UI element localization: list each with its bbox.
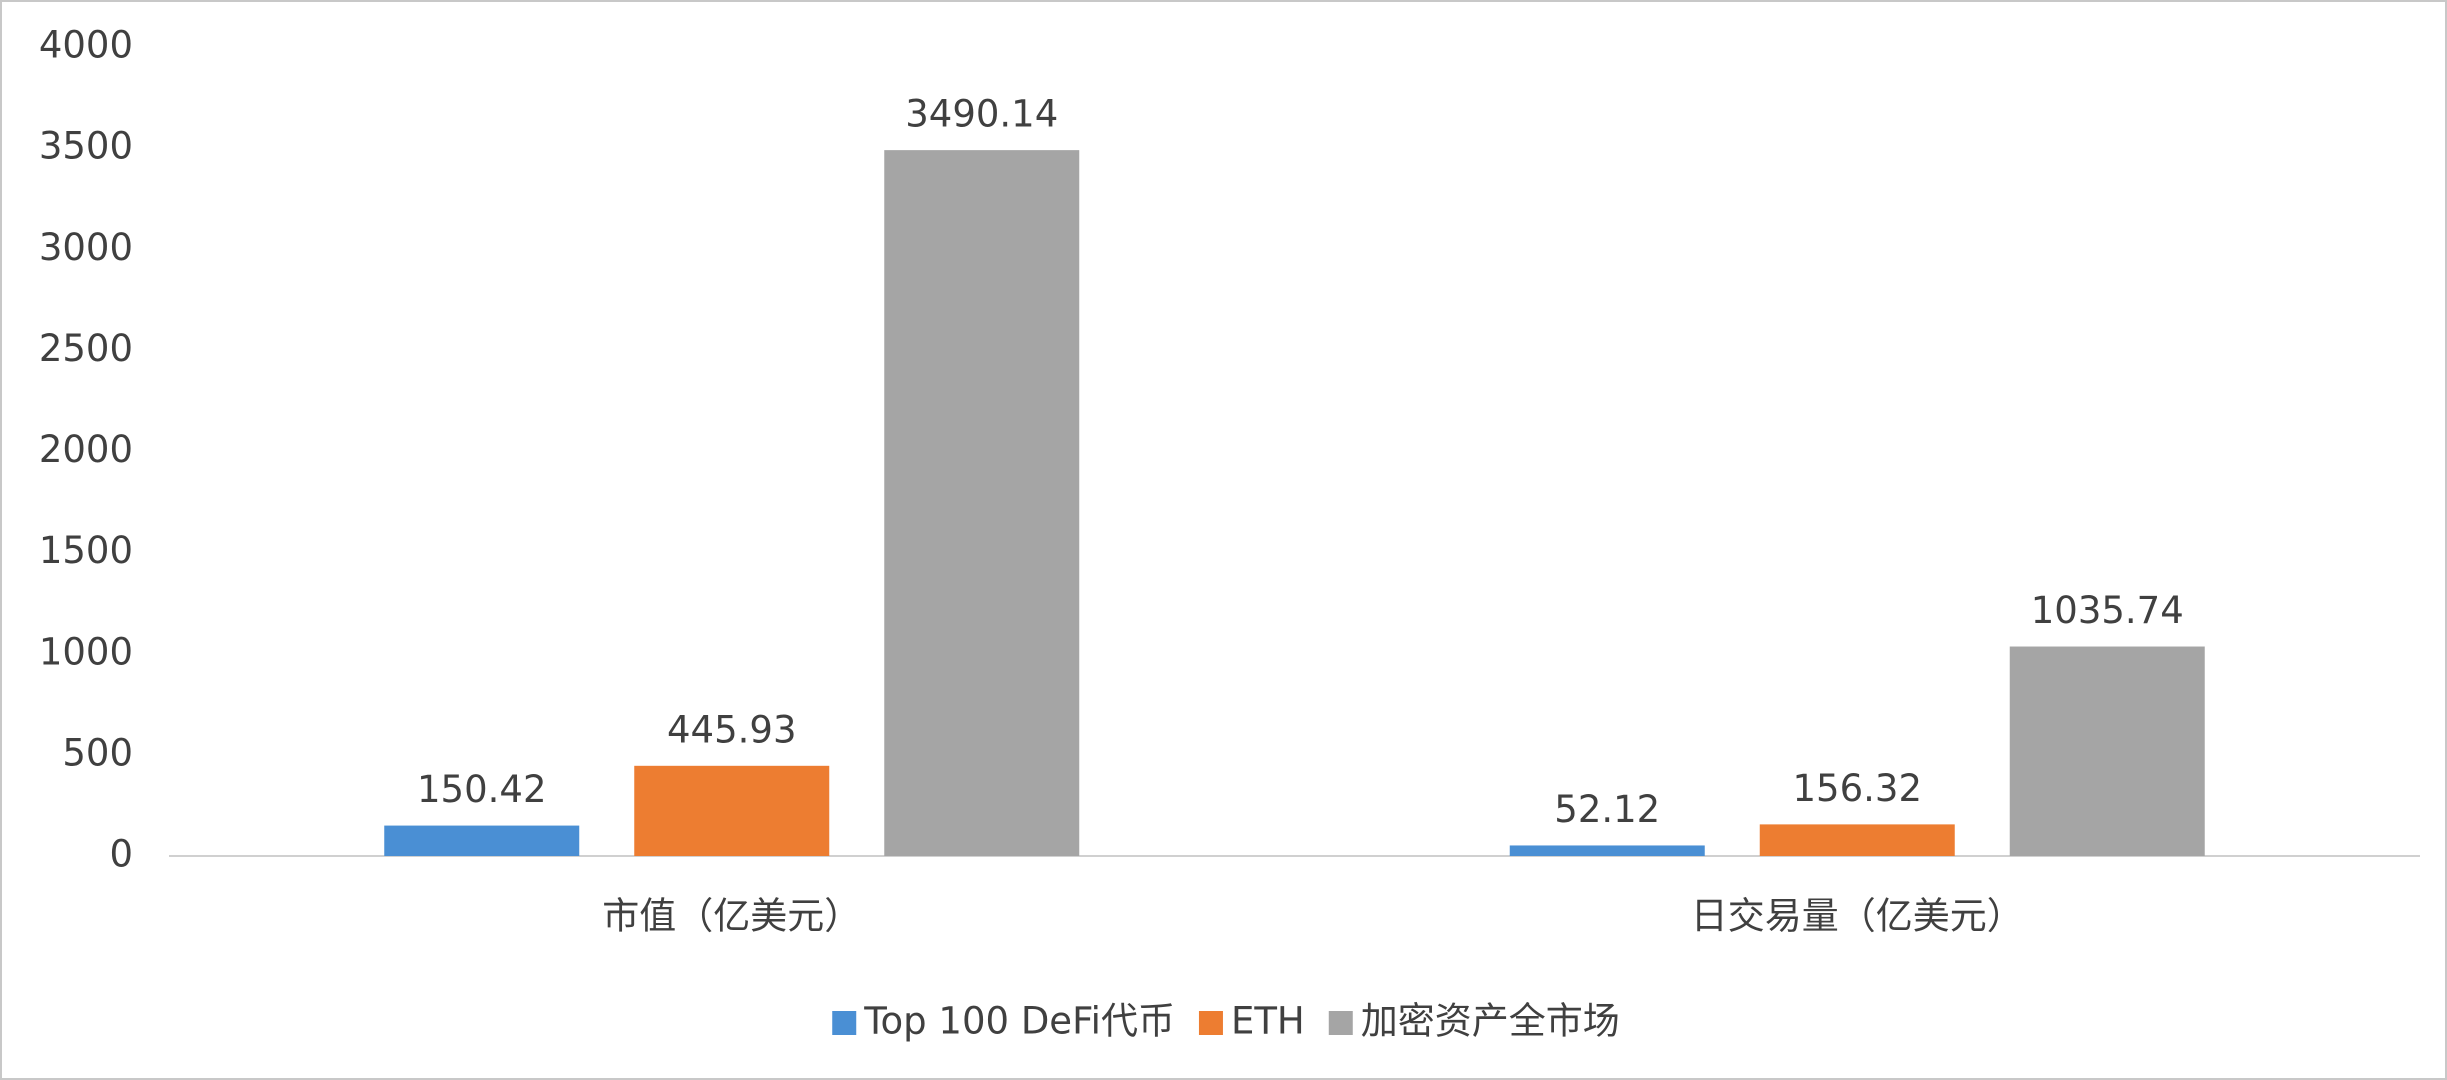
x-tick-label: 日交易量（亿美元） — [1691, 895, 2024, 938]
bar — [1759, 824, 1955, 856]
data-label: 156.32 — [1793, 767, 1922, 810]
legend-swatch — [1328, 1011, 1353, 1035]
legend-label: Top 100 DeFi代币 — [863, 1000, 1175, 1043]
bar — [1509, 845, 1705, 856]
y-tick-label: 2000 — [39, 428, 133, 471]
y-tick-label: 500 — [62, 731, 133, 774]
bar — [884, 150, 1080, 856]
bar — [2009, 646, 2205, 856]
y-tick-label: 3500 — [39, 125, 133, 168]
data-label: 3490.14 — [905, 93, 1058, 136]
legend-swatch — [1198, 1011, 1223, 1035]
data-label: 445.93 — [667, 708, 796, 751]
data-label: 1035.74 — [2031, 589, 2184, 632]
legend-label: 加密资产全市场 — [1361, 1000, 1620, 1043]
y-tick-label: 4000 — [39, 24, 133, 67]
legend-label: ETH — [1231, 1000, 1305, 1043]
y-tick-label: 1500 — [39, 529, 133, 572]
y-tick-label: 0 — [109, 833, 133, 876]
bar — [634, 765, 830, 856]
data-label: 150.42 — [417, 768, 546, 811]
y-tick-label: 3000 — [39, 226, 133, 269]
y-tick-label: 1000 — [39, 630, 133, 673]
legend: Top 100 DeFi代币 ETH 加密资产全市场 — [832, 1000, 1620, 1043]
bar — [384, 825, 580, 856]
legend-swatch — [832, 1011, 857, 1035]
y-tick-label: 2500 — [39, 327, 133, 370]
data-label: 52.12 — [1554, 788, 1660, 831]
x-tick-label: 市值（亿美元） — [602, 895, 861, 938]
